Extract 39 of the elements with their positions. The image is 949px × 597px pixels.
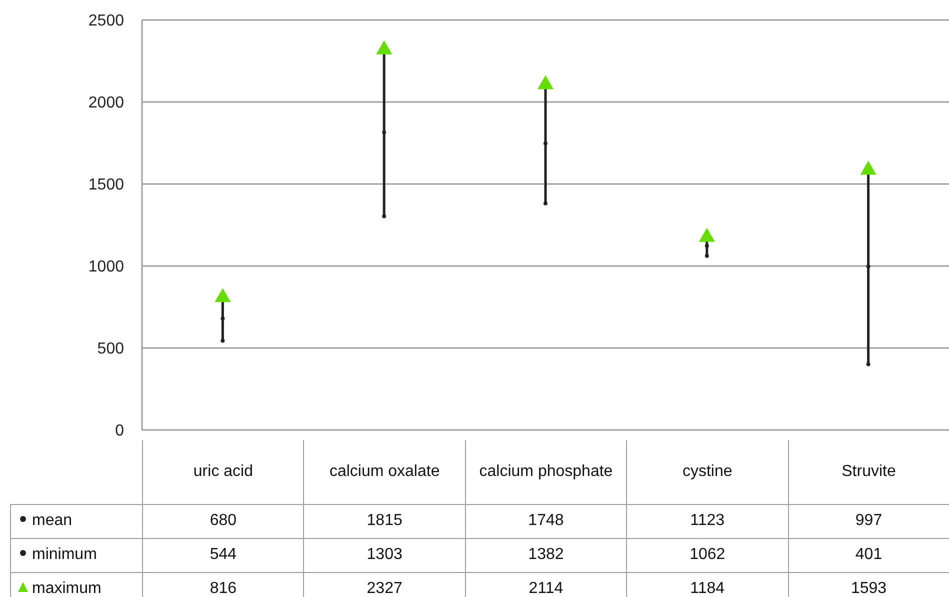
y-tick-label: 1000 bbox=[88, 258, 124, 276]
data-label: 2327 bbox=[304, 572, 466, 597]
x-tick-label: cystine bbox=[626, 440, 788, 504]
legend-label: mean bbox=[10, 504, 142, 538]
data-label: 1184 bbox=[626, 572, 788, 597]
point bbox=[376, 40, 392, 54]
data-label: 1593 bbox=[788, 572, 949, 597]
data-label: 1748 bbox=[465, 504, 627, 538]
point bbox=[866, 264, 870, 268]
data-label: 1815 bbox=[304, 504, 466, 538]
data-label: 401 bbox=[788, 538, 949, 572]
point bbox=[214, 288, 231, 302]
x-tick-label: calcium phosphate bbox=[465, 440, 627, 504]
x-tick-label: Struvite bbox=[788, 440, 949, 504]
y-tick-label: 2500 bbox=[88, 12, 124, 30]
data-label: 997 bbox=[788, 504, 949, 538]
x-tick-label: calcium oxalate bbox=[304, 440, 466, 504]
y-tick-label: 0 bbox=[115, 422, 124, 440]
point bbox=[538, 75, 554, 90]
point bbox=[860, 160, 876, 175]
point bbox=[704, 244, 709, 248]
y-tick-label: 2000 bbox=[88, 94, 124, 112]
data-label: 1303 bbox=[304, 538, 466, 572]
data-label: 680 bbox=[142, 504, 304, 538]
point bbox=[220, 316, 225, 320]
y-tick-label: 500 bbox=[97, 340, 124, 358]
legend-label: minimum bbox=[10, 538, 142, 572]
data-label: 816 bbox=[142, 572, 304, 597]
data-label: 1123 bbox=[626, 504, 788, 538]
data-label: 2114 bbox=[465, 572, 627, 597]
point bbox=[382, 130, 386, 134]
x-tick-label: uric acid bbox=[142, 440, 304, 504]
point bbox=[698, 228, 715, 242]
point bbox=[544, 141, 548, 146]
data-label: 544 bbox=[142, 538, 304, 572]
data-label: 1062 bbox=[626, 538, 788, 572]
data-label: 1382 bbox=[465, 538, 627, 572]
y-tick-label: 1500 bbox=[88, 176, 124, 194]
legend-label: maximum bbox=[10, 572, 142, 597]
